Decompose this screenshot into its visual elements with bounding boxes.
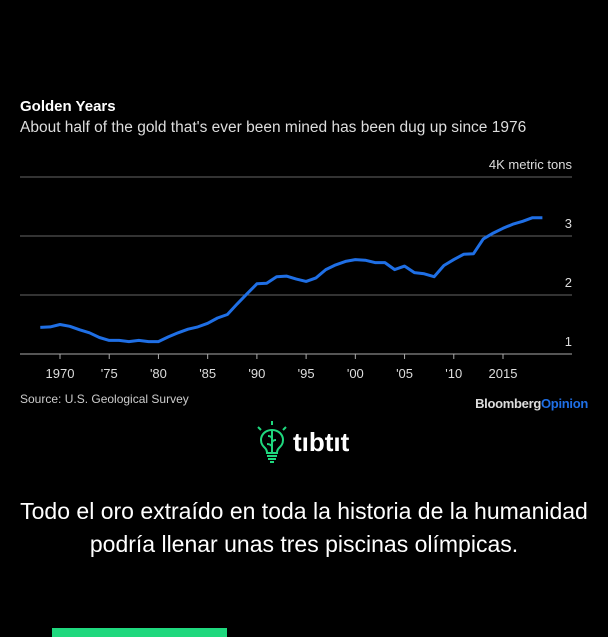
line-chart: 1 2 3 1970 '75 '80 '85 '90 '95 '00 '05 '10 2015 — [20, 176, 572, 381]
chart-source: Source: U.S. Geological Survey — [20, 392, 189, 406]
y-tick-label: 3 — [565, 216, 572, 231]
x-tick-label: 2015 — [489, 366, 518, 381]
chart-title: Golden Years — [20, 98, 116, 115]
bloomberg-opinion-logo: BloombergOpinion — [475, 396, 588, 411]
chart-subtitle: About half of the gold that's ever been … — [20, 119, 527, 136]
x-tick-label: '95 — [298, 366, 315, 381]
x-tick-label: '10 — [445, 366, 462, 381]
brand-suffix: Opinion — [541, 396, 588, 411]
caption: Todo el oro extraído en toda la historia… — [20, 498, 588, 557]
series-line — [40, 216, 543, 344]
x-tick-label: '85 — [199, 366, 216, 381]
x-tick-label: '75 — [101, 366, 118, 381]
x-tick-label: '80 — [150, 366, 167, 381]
y-tick-label: 1 — [565, 334, 572, 349]
brand-name: Bloomberg — [475, 396, 541, 411]
accent-bar — [52, 628, 227, 637]
lightbulb-brain-icon — [257, 421, 287, 463]
tibtit-logo: tıbtıt — [255, 420, 349, 464]
x-tick-label: 1970 — [46, 366, 75, 381]
x-tick-label: '00 — [347, 366, 364, 381]
x-tick-label: '05 — [396, 366, 413, 381]
y-tick-label: 2 — [565, 275, 572, 290]
y-axis-unit: 4K metric tons — [488, 157, 572, 172]
logo-text: tıbtıt — [293, 426, 350, 457]
x-tick-label: '90 — [248, 366, 265, 381]
